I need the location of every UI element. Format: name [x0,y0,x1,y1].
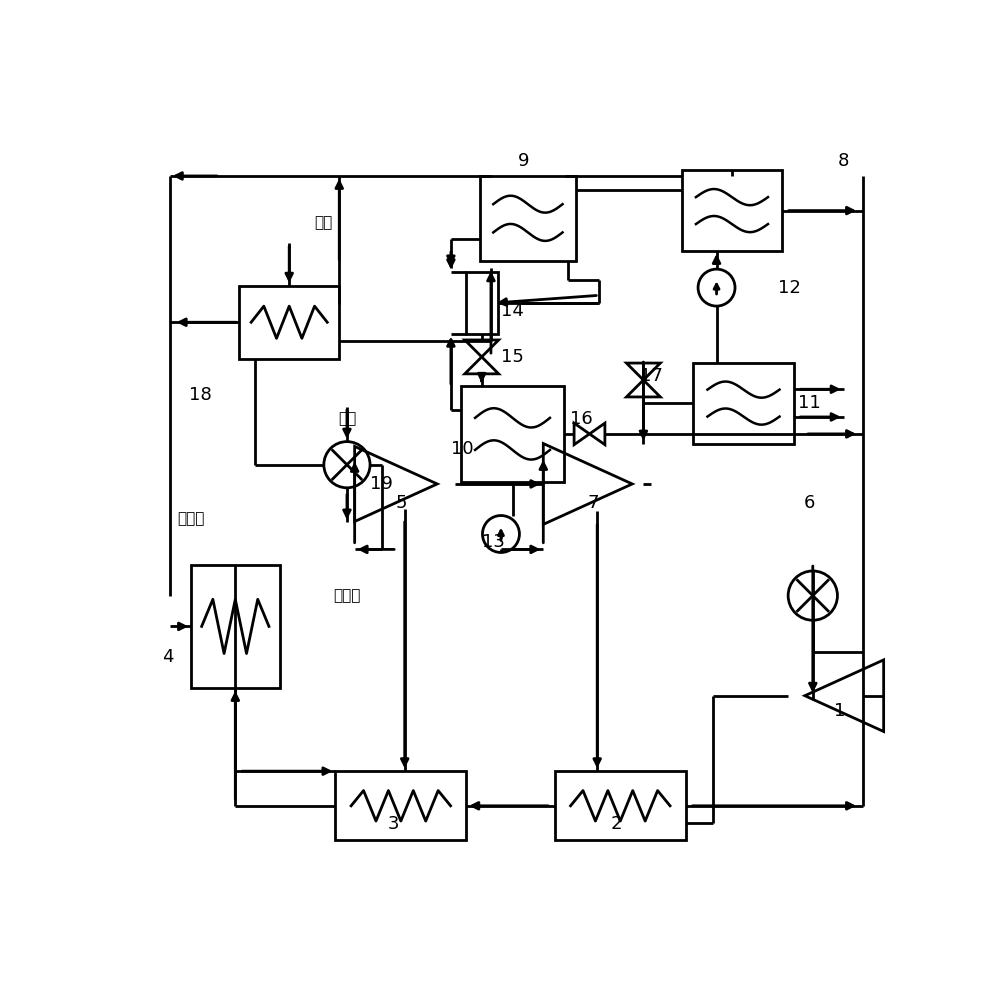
Text: 褐煤: 褐煤 [315,215,333,230]
Text: 9: 9 [518,152,530,169]
Bar [239,286,339,359]
Bar [693,362,794,443]
Text: 8: 8 [838,152,849,169]
Text: 3: 3 [387,816,399,833]
Bar [461,386,564,482]
Text: 16: 16 [570,410,593,427]
Text: 冷凝水: 冷凝水 [333,588,361,603]
Text: 17: 17 [640,367,663,385]
Bar [682,170,782,251]
Text: 6: 6 [803,494,815,512]
Text: 10: 10 [451,440,474,458]
Text: 2: 2 [611,816,622,833]
Text: 19: 19 [370,475,393,492]
Bar [555,771,686,840]
Text: 7: 7 [588,494,599,512]
Text: 12: 12 [778,279,801,296]
Text: 18: 18 [189,386,212,405]
Text: 14: 14 [501,301,524,320]
Bar [335,771,466,840]
Text: 1: 1 [834,702,845,720]
Text: 排气: 排气 [338,411,356,427]
Text: 4: 4 [162,648,173,666]
Text: 5: 5 [395,494,407,512]
Bar [466,272,498,334]
Text: 13: 13 [482,533,505,551]
Text: 15: 15 [501,348,524,365]
Text: 11: 11 [798,394,820,412]
Text: 干燥煤: 干燥煤 [178,511,205,526]
Bar [191,564,280,688]
Bar [480,176,576,261]
